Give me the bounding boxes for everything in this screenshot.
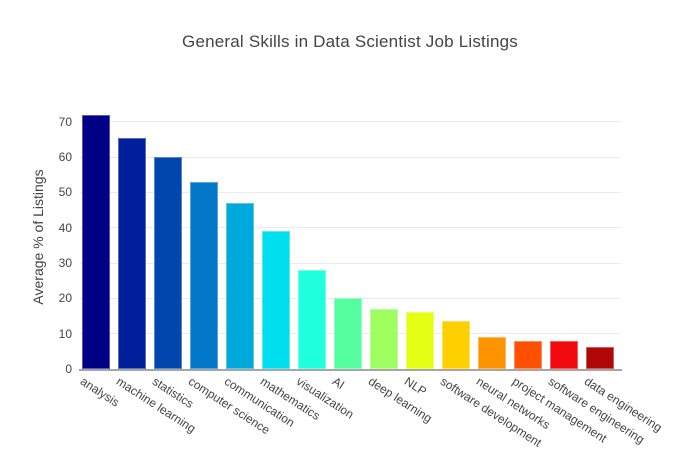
gridline-30 <box>80 262 621 264</box>
bar-data-engineering[interactable] <box>586 346 614 369</box>
bar-nlp[interactable] <box>406 312 434 369</box>
gridline-60 <box>80 156 621 158</box>
gridline-50 <box>80 191 621 193</box>
y-tick-label-0: 0 <box>65 362 72 376</box>
y-tick-label-30: 30 <box>58 256 72 270</box>
bar-neural-networks[interactable] <box>478 337 506 369</box>
bar-analysis[interactable] <box>82 114 110 369</box>
x-tick-label-ai: AI <box>329 374 348 393</box>
x-tick-label-analysis: analysis <box>77 374 122 410</box>
gridline-70 <box>80 121 621 123</box>
y-tick-label-40: 40 <box>58 220 72 235</box>
bar-communication[interactable] <box>226 202 254 369</box>
y-tick-label-60: 60 <box>58 150 72 164</box>
bar-computer-science[interactable] <box>190 181 218 369</box>
y-tick-label-50: 50 <box>58 185 72 200</box>
gridline-40 <box>80 227 621 229</box>
bar-machine-learning[interactable] <box>118 137 146 369</box>
bar-deep-learning[interactable] <box>370 308 398 369</box>
y-tick-label-20: 20 <box>58 291 72 306</box>
x-axis-line <box>79 368 622 371</box>
plot-area[interactable] <box>79 104 622 371</box>
bar-visualization[interactable] <box>298 270 326 369</box>
bar-statistics[interactable] <box>154 157 182 369</box>
y-tick-label-70: 70 <box>58 114 72 129</box>
y-tick-label-10: 10 <box>58 326 72 341</box>
chart-title: General Skills in Data Scientist Job Lis… <box>182 32 518 51</box>
bar-software-engineering[interactable] <box>550 340 578 369</box>
bar-project-management[interactable] <box>514 340 542 369</box>
bar-ai[interactable] <box>334 298 362 369</box>
bar-mathematics[interactable] <box>262 231 290 369</box>
bar-software-development[interactable] <box>442 321 470 369</box>
